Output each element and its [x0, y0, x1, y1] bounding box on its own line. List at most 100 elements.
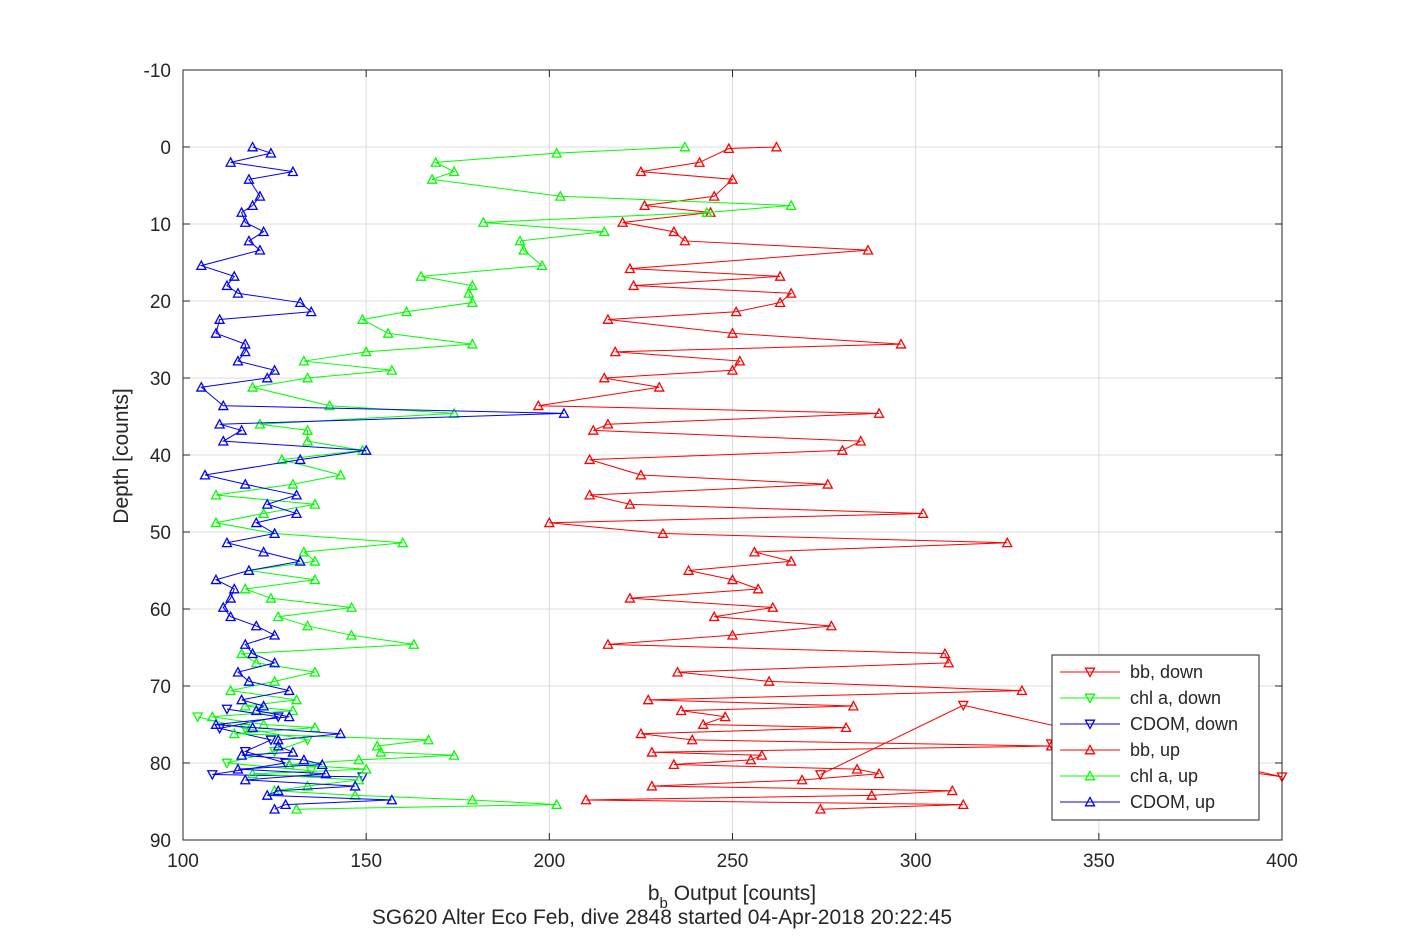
data-point-marker [232, 287, 244, 298]
data-point-marker [301, 620, 314, 631]
data-point-marker [653, 381, 665, 392]
data-point-marker [701, 206, 713, 217]
data-point-marker [939, 647, 951, 659]
data-point-marker [635, 469, 647, 480]
data-point-marker [349, 780, 361, 791]
legend-label: chl a, up [1130, 766, 1198, 786]
data-point-marker [602, 638, 614, 649]
data-point-marker [873, 407, 885, 418]
data-point-marker [301, 372, 314, 383]
legend-marker [1084, 693, 1096, 704]
data-point-marker [796, 774, 808, 785]
data-point-marker [265, 735, 277, 746]
x-tick-label: 100 [167, 851, 199, 872]
x-tick-label: 400 [1266, 851, 1298, 872]
legend-box [1051, 654, 1260, 821]
legend-marker [1084, 667, 1096, 678]
data-point-marker [415, 270, 427, 281]
data-point-marker [360, 444, 372, 455]
data-point-marker [320, 767, 332, 779]
data-point-marker [258, 507, 270, 518]
series-line [199, 146, 565, 810]
data-point-marker [353, 754, 365, 765]
data-point-marker [243, 235, 255, 246]
data-point-marker [532, 399, 544, 411]
data-point-marker [946, 784, 958, 796]
legend: bb, down chl a, down CDOM, down bb, up chl a… [1051, 654, 1260, 821]
data-point-marker [247, 647, 259, 659]
data-point-marker [301, 435, 314, 446]
data-point-marker [675, 704, 687, 716]
data-point-marker [730, 305, 742, 317]
axis-ticks: 100 150 200 250 300 350 400 -10 0 10 20 30 40 50 60 70 8… [144, 61, 1298, 872]
data-point-marker [679, 141, 691, 152]
data-point-marker [239, 345, 251, 357]
data-point-marker [283, 684, 295, 696]
data-point-marker [272, 740, 284, 751]
data-point-marker [287, 478, 299, 489]
data-point-marker [408, 638, 420, 649]
data-point-marker [466, 296, 478, 308]
data-point-marker [536, 259, 548, 271]
data-point-marker [232, 355, 244, 366]
data-point-marker [265, 592, 277, 603]
legend-label: CDOM, up [1130, 792, 1215, 812]
data-point-marker [638, 199, 651, 210]
data-point-marker [624, 592, 636, 603]
data-point-marker [210, 327, 222, 338]
data-point-marker [763, 675, 775, 686]
data-point-marker [250, 516, 262, 528]
data-point-marker [584, 489, 596, 500]
data-point-marker [957, 798, 969, 810]
data-point-marker [206, 710, 218, 722]
data-point-marker [228, 270, 240, 281]
data-point-marker [301, 780, 314, 791]
data-point-marker [254, 244, 266, 255]
data-point-marker [294, 555, 306, 566]
data-point-marker [225, 592, 237, 603]
data-point-marker [397, 536, 409, 548]
data-point-marker [232, 763, 244, 774]
x-tick-label: 250 [717, 851, 749, 872]
data-point-marker [192, 712, 204, 723]
data-point-marker [290, 803, 303, 814]
data-point-marker [785, 199, 797, 210]
data-point-marker [360, 345, 372, 357]
data-point-marker [250, 620, 262, 631]
data-point-marker [734, 355, 746, 366]
data-point-marker [236, 206, 248, 217]
data-point-marker [239, 583, 251, 594]
data-point-marker [584, 453, 596, 465]
data-point-marker [400, 305, 413, 317]
data-point-marker [657, 527, 669, 539]
data-point-marker [232, 666, 244, 677]
data-point-marker [195, 259, 207, 271]
data-point-marker [708, 610, 720, 622]
data-point-marker [221, 758, 233, 769]
data-point-marker [217, 435, 229, 446]
legend-label: bb, down [1130, 662, 1203, 682]
data-point-marker [287, 746, 299, 757]
data-point-marker [239, 774, 251, 785]
data-point-marker [228, 583, 240, 594]
data-point-marker [279, 798, 292, 810]
data-point-marker [624, 262, 636, 274]
data-point-marker [228, 727, 240, 739]
y-tick-label: 20 [150, 292, 171, 313]
data-point-marker [239, 638, 251, 649]
chart-title: SG620 Alter Eco Feb, dive 2848 started 0… [372, 906, 952, 929]
data-point-marker [239, 216, 251, 227]
data-point-marker [448, 165, 460, 177]
data-point-marker [514, 235, 526, 246]
data-point-marker [726, 573, 739, 585]
data-point-marker [1001, 536, 1013, 548]
data-point-marker [334, 727, 347, 739]
data-point-marker [221, 536, 233, 548]
data-point-marker [258, 700, 270, 711]
data-point-marker [221, 279, 233, 291]
data-point-marker [814, 803, 827, 814]
data-point-marker [247, 721, 259, 733]
data-point-marker [635, 727, 647, 739]
data-point-marker [236, 647, 248, 659]
